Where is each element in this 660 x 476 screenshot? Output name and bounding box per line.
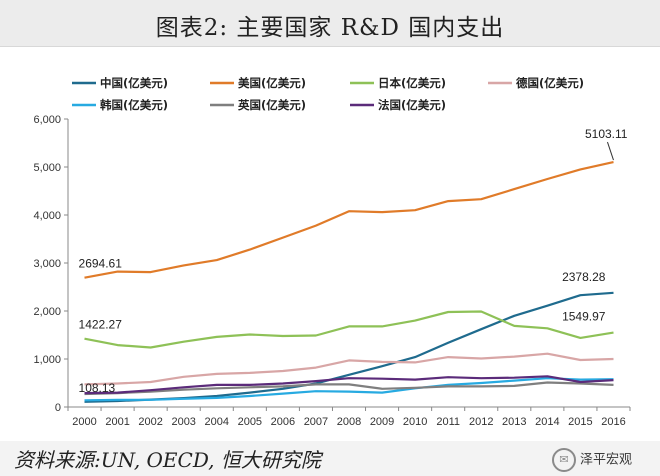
data-label-usa: 5103.11 — [585, 127, 628, 141]
legend-label-china: 中国(亿美元) — [100, 76, 168, 90]
data-label-japan: 1549.97 — [562, 310, 606, 324]
legend: 中国(亿美元) 美国(亿美元) 日本(亿美元) 德国(亿美元) 韩国(亿美元) 英国(亿美… — [72, 76, 584, 112]
x-tick-label: 2006 — [271, 416, 295, 428]
series-line-usa — [84, 161, 614, 279]
title-band: 图表2: 主要国家 R&D 国内支出 — [0, 0, 660, 47]
data-label-china: 2378.28 — [562, 270, 606, 284]
series-line-germany — [84, 352, 614, 386]
x-tick-label: 2012 — [469, 416, 493, 428]
source-band: 资料来源:UN, OECD, 恒大研究院 ✉ 泽平宏观 — [0, 441, 660, 476]
x-tick-label: 2008 — [337, 416, 361, 428]
data-label-china: 108.13 — [79, 381, 116, 395]
series-layer — [84, 161, 614, 403]
chart-title: 图表2: 主要国家 R&D 国内支出 — [155, 15, 505, 41]
axis-layer: 0 1,000 2,000 3,000 4,000 5,000 6,000 2000 2001 2… — [33, 114, 631, 428]
y-tick-label: 3,000 — [33, 258, 61, 270]
data-label-usa: 2694.61 — [79, 257, 123, 271]
source-note: 资料来源:UN, OECD, 恒大研究院 — [14, 448, 321, 472]
x-tick-label: 2013 — [502, 416, 526, 428]
data-label-layer: 2694.61 5103.11 1422.27 1549.97 108.13 2378.2… — [79, 127, 628, 395]
data-label-japan: 1422.27 — [79, 318, 123, 332]
chart-frame: 0 1,000 2,000 3,000 4,000 5,000 6,000 2000 2001 2… — [0, 47, 660, 441]
x-tick-label: 2016 — [601, 416, 625, 428]
series-line-japan — [84, 310, 614, 349]
legend-label-france: 法国(亿美元) — [378, 98, 446, 112]
legend-label-usa: 美国(亿美元) — [238, 76, 306, 90]
legend-label-uk: 英国(亿美元) — [237, 98, 306, 112]
wechat-icon: ✉ — [551, 448, 576, 472]
x-tick-label: 2000 — [72, 416, 96, 428]
x-tick-label: 2003 — [171, 416, 195, 428]
y-tick-label: 0 — [55, 402, 61, 414]
x-tick-label: 2009 — [370, 416, 394, 428]
x-tick-label: 2011 — [436, 416, 460, 428]
watermark: ✉ 泽平宏观 — [551, 448, 632, 472]
x-tick-label: 2015 — [568, 416, 592, 428]
x-tick-label: 2007 — [304, 416, 328, 428]
x-tick-label: 2014 — [535, 416, 559, 428]
legend-label-japan: 日本(亿美元) — [378, 76, 446, 90]
leader-line — [606, 141, 614, 161]
series-line-korea — [84, 377, 614, 402]
legend-label-germany: 德国(亿美元) — [515, 76, 584, 90]
line-chart: 0 1,000 2,000 3,000 4,000 5,000 6,000 2000 2001 2… — [33, 76, 631, 428]
watermark-text: 泽平宏观 — [579, 452, 632, 468]
y-tick-label: 6,000 — [33, 114, 61, 126]
y-tick-label: 5,000 — [33, 162, 61, 174]
series-line-france — [84, 375, 614, 395]
x-tick-label: 2004 — [205, 416, 229, 428]
x-tick-label: 2010 — [403, 416, 427, 428]
y-tick-label: 1,000 — [33, 354, 61, 366]
x-tick-label: 2002 — [138, 416, 162, 428]
series-line-uk — [84, 381, 614, 396]
y-tick-label: 4,000 — [33, 210, 61, 222]
legend-label-korea: 韩国(亿美元) — [100, 98, 168, 112]
x-tick-label: 2005 — [238, 416, 262, 428]
y-tick-label: 2,000 — [33, 306, 61, 318]
x-tick-label: 2001 — [105, 416, 129, 428]
